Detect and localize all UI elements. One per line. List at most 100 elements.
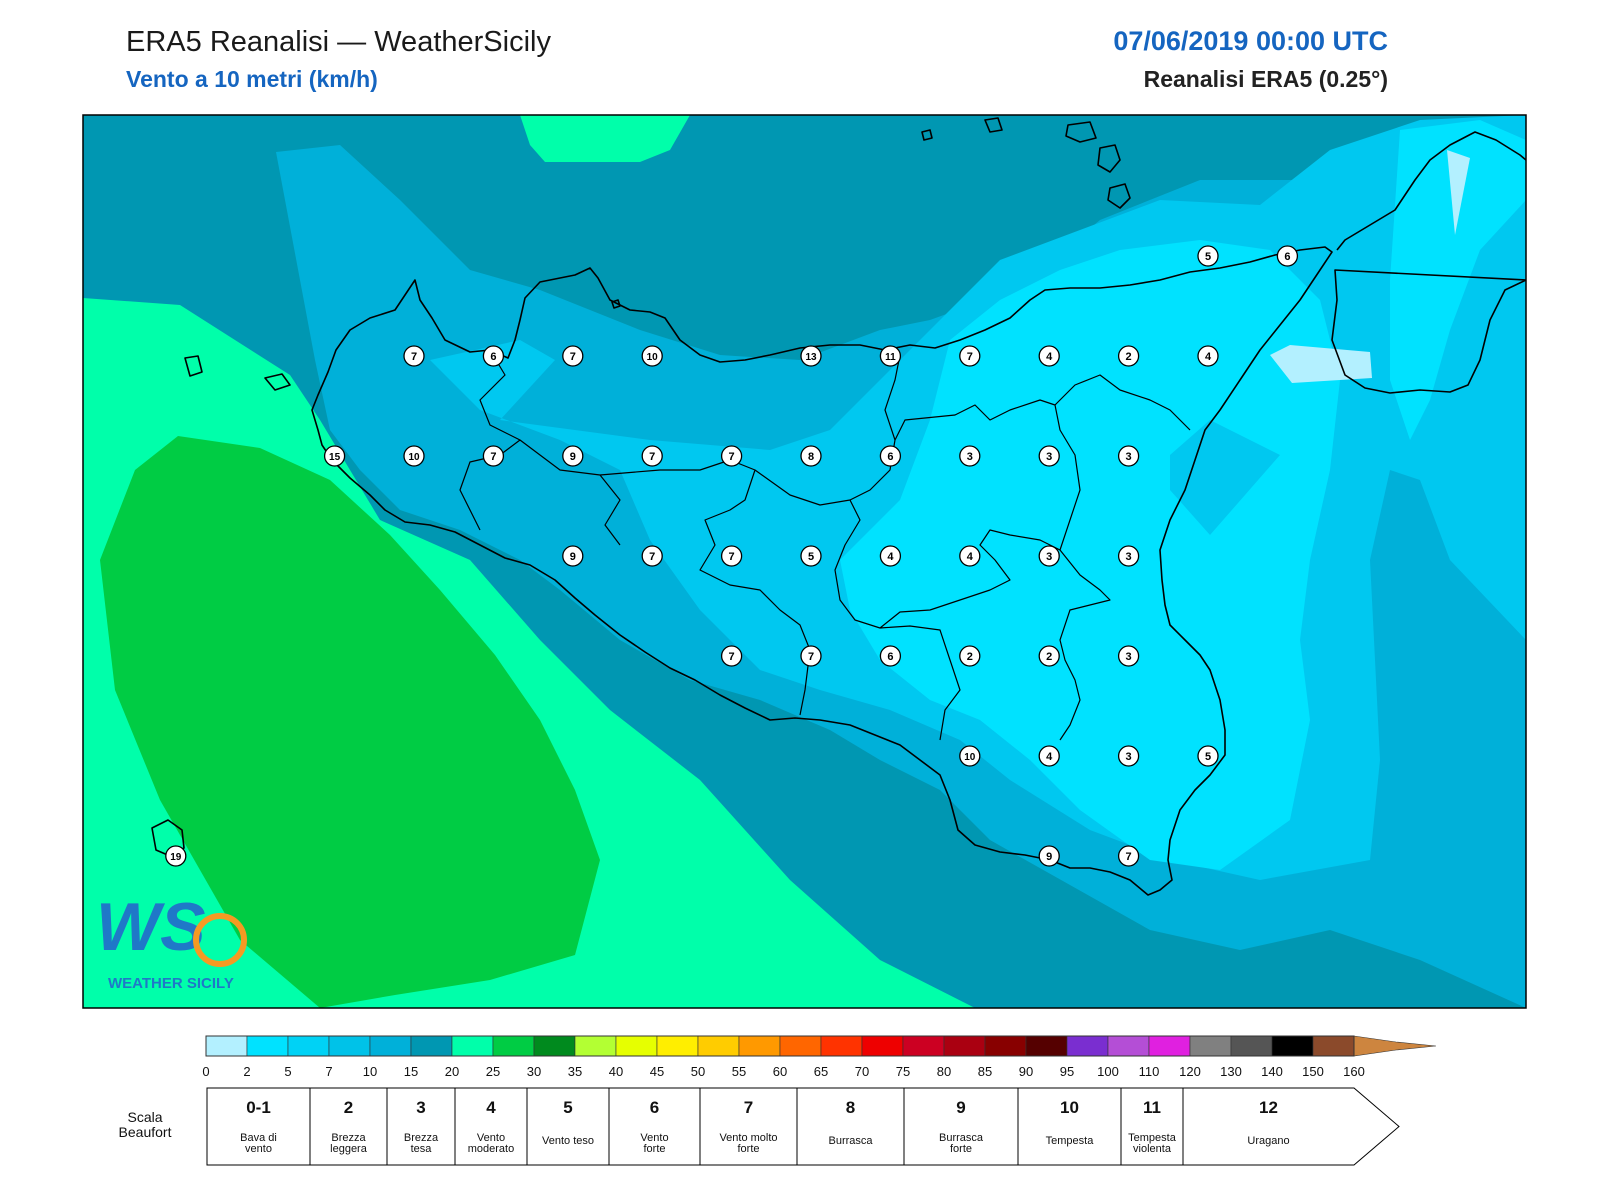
colorbar-segment [369, 1035, 412, 1057]
station-circle [1197, 345, 1219, 367]
colorbar-segment [1189, 1035, 1232, 1057]
beaufort-cell: 10 Tempesta [1017, 1087, 1122, 1166]
colorbar-tick-label: 20 [445, 1064, 459, 1079]
station-value: 3 [1126, 451, 1132, 463]
beaufort-cell-box [1017, 1087, 1122, 1166]
station-value: 2 [1046, 651, 1052, 663]
weathersicily-logo: WS WEATHER SICILY [96, 889, 247, 992]
station-value: 5 [808, 551, 814, 563]
station-circle [562, 545, 584, 567]
station-marker: 7 [720, 545, 743, 567]
station-circle [562, 345, 584, 367]
station-marker: 19 [165, 845, 187, 867]
station-value: 11 [885, 352, 896, 363]
colorbar-tick-label: 7 [325, 1064, 332, 1079]
beaufort-desc-line1: Tempesta [1128, 1132, 1177, 1144]
colorbar-tick-label: 85 [978, 1064, 992, 1079]
beaufort-cell-box [1120, 1087, 1184, 1166]
station-value: 5 [1205, 751, 1211, 763]
station-marker: 10 [959, 745, 981, 767]
station-value: 3 [1126, 751, 1132, 763]
station-circle [800, 645, 822, 667]
station-circle [720, 545, 743, 567]
beaufort-desc-line1: Vento [640, 1132, 668, 1144]
beaufort-number: 2 [344, 1098, 353, 1117]
colorbar-tick-label: 130 [1220, 1064, 1242, 1079]
beaufort-desc-line1: Brezza [404, 1132, 439, 1144]
beaufort-label-line1: Scala [127, 1109, 162, 1125]
station-value: 3 [1046, 451, 1052, 463]
station-circle [1038, 745, 1060, 767]
station-value: 10 [647, 352, 659, 363]
colorbar-tick-label: 75 [896, 1064, 910, 1079]
beaufort-cell: 8 Burrasca [796, 1087, 905, 1166]
station-marker: 5 [1197, 245, 1219, 267]
station-circle [800, 445, 822, 467]
logo-sun-icon [193, 913, 247, 967]
station-value: 4 [887, 551, 894, 563]
marettimo-island [184, 355, 203, 377]
station-marker: 10 [641, 345, 663, 367]
station-marker: 9 [562, 445, 584, 467]
station-value: 10 [964, 752, 976, 763]
station-circle [641, 445, 663, 467]
station-value: 7 [570, 351, 576, 363]
map-frame [82, 114, 1527, 1009]
beaufort-desc-line1: Burrasca [828, 1135, 873, 1147]
colorbar-border [205, 1035, 1355, 1057]
station-circle [562, 445, 584, 467]
station-circle [720, 645, 743, 667]
colorbar-segment [574, 1035, 617, 1057]
calabria-coast [1331, 131, 1526, 394]
station-value: 7 [729, 651, 735, 663]
colorbar-segment [1148, 1035, 1191, 1057]
beaufort-desc-line1: Brezza [331, 1132, 366, 1144]
colorbar-segment [697, 1035, 740, 1057]
beaufort-desc-line2: moderato [468, 1143, 514, 1155]
colorbar-tick-label: 45 [650, 1064, 664, 1079]
station-circle [1117, 345, 1140, 367]
colorbar-tick-label: 150 [1302, 1064, 1324, 1079]
station-marker: 9 [1038, 845, 1060, 867]
station-marker: 2 [1038, 645, 1060, 667]
station-value: 7 [411, 351, 417, 363]
beaufort-number: 12 [1259, 1098, 1278, 1117]
beaufort-number: 7 [744, 1098, 753, 1117]
station-marker: 7 [1117, 845, 1140, 867]
colorbar-segment [1312, 1035, 1355, 1057]
ustica-island [611, 299, 621, 309]
colorbar-tick-label: 50 [691, 1064, 705, 1079]
colorbar-ticks: 0 2 5 7 10 15 20 25 30 35 40 45 50 55 60 65 70 75 80 85 90 95… [202, 1064, 1364, 1079]
beaufort-desc-line1: Vento molto [719, 1132, 777, 1144]
station-marker: 3 [959, 445, 981, 467]
station-circle [1197, 745, 1219, 767]
beaufort-desc-line1: Vento teso [542, 1135, 594, 1147]
station-circle [1038, 545, 1060, 567]
colorbar-tick-label: 40 [609, 1064, 623, 1079]
station-value: 10 [408, 452, 420, 463]
station-value: 7 [490, 451, 496, 463]
beaufort-desc-line1: Uragano [1247, 1135, 1289, 1147]
colorbar-segment [410, 1035, 453, 1057]
colorbar-segment [1230, 1035, 1273, 1057]
colorbar-tick-label: 95 [1060, 1064, 1074, 1079]
colorbar-tick-label: 65 [814, 1064, 828, 1079]
station-circle [879, 345, 902, 367]
station-value: 7 [1126, 851, 1132, 863]
station-marker: 7 [641, 545, 663, 567]
station-value: 2 [1126, 351, 1132, 363]
colorbar-tick-label: 55 [732, 1064, 746, 1079]
zone-2-5 [840, 240, 1340, 870]
beaufort-number: 3 [416, 1098, 425, 1117]
station-circle [403, 345, 425, 367]
station-circle [1038, 845, 1060, 867]
beaufort-cell: 5 Vento teso [526, 1087, 610, 1166]
station-marker: 2 [959, 645, 981, 667]
colorbar-tick-label: 110 [1139, 1064, 1160, 1079]
station-marker: 7 [720, 645, 743, 667]
